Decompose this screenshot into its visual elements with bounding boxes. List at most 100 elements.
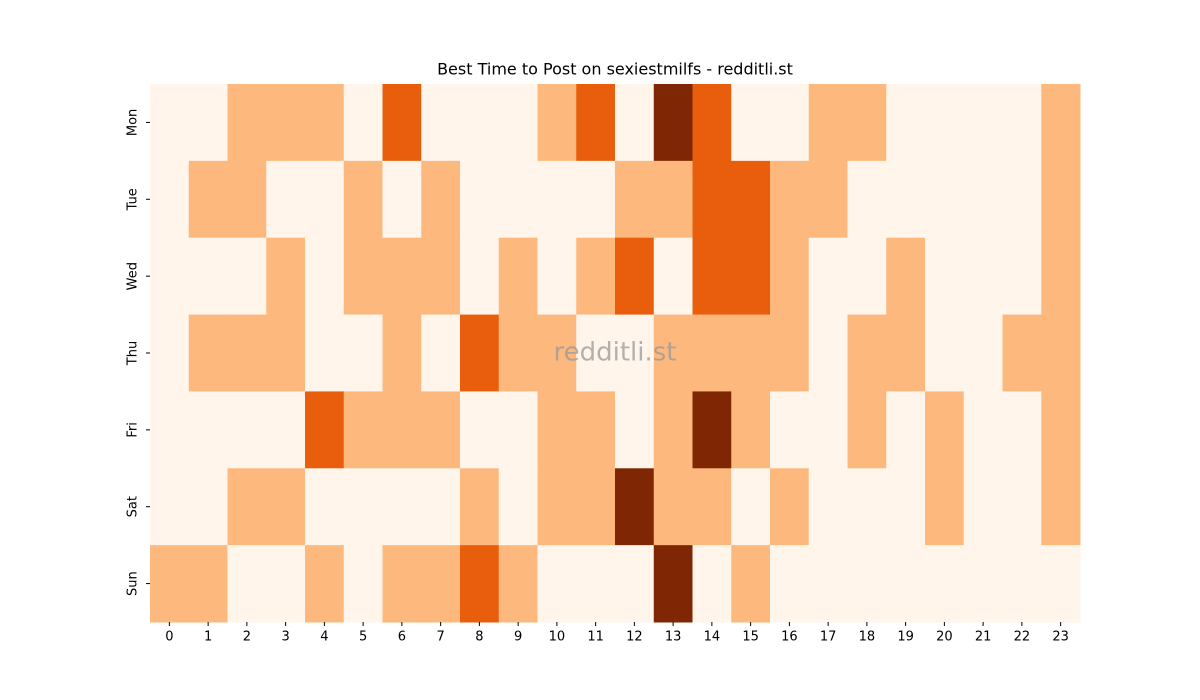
heat-cell xyxy=(498,468,538,546)
heat-cell xyxy=(653,314,693,392)
heat-cell xyxy=(382,314,422,392)
heat-cell xyxy=(925,545,965,623)
heat-cell xyxy=(343,314,383,392)
heat-cell xyxy=(808,84,848,162)
heat-cell xyxy=(460,160,500,239)
heat-cell xyxy=(1041,84,1081,162)
heat-cell xyxy=(731,160,771,239)
heat-cell xyxy=(963,391,1003,469)
heat-cell xyxy=(576,84,616,162)
x-tick-label: 0 xyxy=(165,630,173,645)
heat-cell xyxy=(305,391,345,469)
heat-cell xyxy=(150,314,190,392)
x-tick-label: 6 xyxy=(398,630,406,645)
heat-cell xyxy=(615,545,655,623)
heat-cell xyxy=(421,391,461,469)
y-tick-label: Fri xyxy=(126,422,141,438)
heat-cell xyxy=(188,314,228,392)
heat-cell xyxy=(808,237,848,316)
heatmap-cells xyxy=(150,84,1081,623)
heat-cell xyxy=(653,84,693,162)
heat-cell xyxy=(615,391,655,469)
heat-cell xyxy=(305,237,345,316)
heat-cell xyxy=(460,468,500,546)
heat-cell xyxy=(576,468,616,546)
heat-cell xyxy=(808,314,848,392)
heat-cell xyxy=(770,314,810,392)
heat-cell xyxy=(150,160,190,239)
heat-cell xyxy=(537,545,577,623)
heat-cell xyxy=(227,391,267,469)
heat-cell xyxy=(847,545,887,623)
heat-cell xyxy=(770,84,810,162)
heat-cell xyxy=(731,391,771,469)
heat-cell xyxy=(421,545,461,623)
y-tick-label: Sun xyxy=(126,571,141,596)
heat-cell xyxy=(886,545,926,623)
heat-cell xyxy=(731,84,771,162)
heat-cell xyxy=(653,160,693,239)
heat-cell xyxy=(188,468,228,546)
heat-cell xyxy=(382,468,422,546)
heat-cell xyxy=(1002,160,1042,239)
heat-cell xyxy=(460,237,500,316)
heat-cell xyxy=(150,545,190,623)
heat-cell xyxy=(963,545,1003,623)
heat-cell xyxy=(421,468,461,546)
heat-cell xyxy=(963,314,1003,392)
heat-cell xyxy=(305,84,345,162)
heat-cell xyxy=(770,160,810,239)
heat-cell xyxy=(886,160,926,239)
heat-cell xyxy=(1041,468,1081,546)
x-tick-label: 11 xyxy=(587,630,604,645)
heat-cell xyxy=(537,237,577,316)
x-tick-label: 7 xyxy=(436,630,444,645)
heat-cell xyxy=(382,237,422,316)
heat-cell xyxy=(1002,391,1042,469)
x-tick-label: 17 xyxy=(820,630,837,645)
heat-cell xyxy=(847,160,887,239)
heat-cell xyxy=(343,391,383,469)
heat-cell xyxy=(227,545,267,623)
heat-cell xyxy=(847,314,887,392)
heat-cell xyxy=(963,160,1003,239)
heat-cell xyxy=(537,314,577,392)
heat-cell xyxy=(1002,545,1042,623)
heat-cell xyxy=(770,237,810,316)
heat-cell xyxy=(382,160,422,239)
x-tick-label: 21 xyxy=(975,630,992,645)
heat-cell xyxy=(1041,545,1081,623)
heat-cell xyxy=(576,237,616,316)
heat-cell xyxy=(925,237,965,316)
heat-cell xyxy=(886,468,926,546)
heat-cell xyxy=(266,237,306,316)
heat-cell xyxy=(886,237,926,316)
heat-cell xyxy=(925,84,965,162)
heat-cell xyxy=(576,314,616,392)
heat-cell xyxy=(886,314,926,392)
heat-cell xyxy=(963,468,1003,546)
x-tick-label: 12 xyxy=(626,630,643,645)
heat-cell xyxy=(615,160,655,239)
x-tick-label: 13 xyxy=(665,630,682,645)
heat-cell xyxy=(692,545,732,623)
heat-cell xyxy=(925,160,965,239)
y-tick-label: Mon xyxy=(126,109,141,136)
heat-cell xyxy=(615,314,655,392)
heat-cell xyxy=(770,391,810,469)
x-tick-label: 5 xyxy=(359,630,367,645)
heat-cell xyxy=(731,468,771,546)
heat-cell xyxy=(1041,237,1081,316)
heat-cell xyxy=(382,391,422,469)
heat-cell xyxy=(266,314,306,392)
heat-cell xyxy=(266,84,306,162)
watermark: redditli.st xyxy=(554,338,677,368)
heat-cell xyxy=(227,237,267,316)
heat-cell xyxy=(692,468,732,546)
heat-cell xyxy=(188,545,228,623)
heat-cell xyxy=(653,391,693,469)
y-tick-label: Thu xyxy=(126,341,141,366)
heat-cell xyxy=(266,391,306,469)
heat-cell xyxy=(1002,237,1042,316)
chart-title: Best Time to Post on sexiestmilfs - redd… xyxy=(437,60,793,79)
